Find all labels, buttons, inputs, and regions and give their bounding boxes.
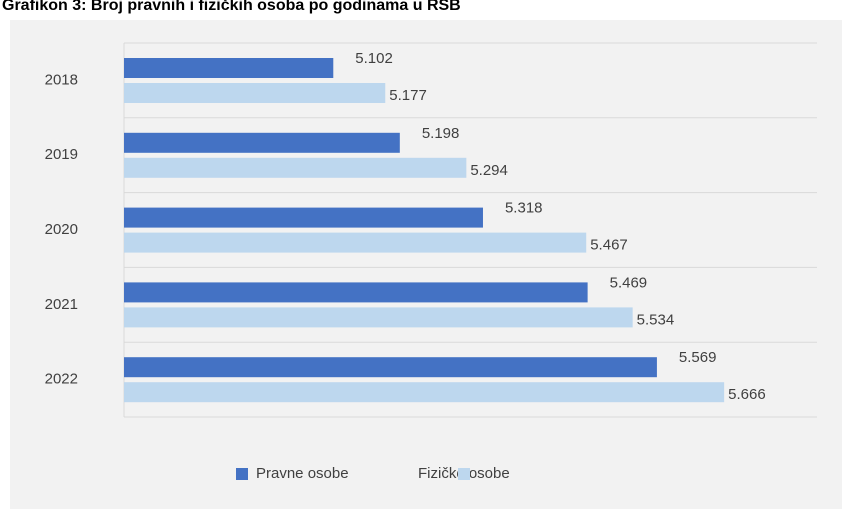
data-label: 5.534 — [637, 311, 675, 328]
data-label: 5.467 — [590, 237, 628, 254]
bar — [124, 382, 725, 403]
y-tick-label: 2022 — [45, 371, 78, 388]
bar — [124, 207, 483, 228]
data-label: 5.666 — [728, 386, 766, 403]
data-label: 5.198 — [422, 125, 460, 142]
bar — [124, 132, 400, 153]
data-label: 5.318 — [505, 200, 543, 217]
data-label: 5.177 — [389, 87, 427, 104]
data-label: 5.469 — [610, 274, 648, 291]
bar — [124, 232, 587, 253]
chart-title: Grafikon 3: Broj pravnih i fizičkih osob… — [2, 0, 461, 14]
y-tick-label: 2019 — [45, 146, 78, 163]
bar — [124, 83, 386, 103]
legend-label: Pravne osobe — [256, 465, 349, 482]
bar — [124, 357, 657, 378]
bar — [124, 307, 633, 328]
y-tick-label: 2018 — [45, 71, 78, 88]
bar — [124, 282, 588, 303]
y-tick-label: 2021 — [45, 296, 78, 313]
legend-swatch — [458, 468, 470, 480]
bar — [124, 58, 334, 78]
data-label: 5.294 — [470, 162, 508, 179]
legend-swatch — [236, 468, 248, 480]
y-tick-label: 2020 — [45, 221, 78, 238]
data-label: 5.569 — [679, 349, 717, 366]
data-label: 5.102 — [355, 50, 393, 67]
bar — [124, 157, 467, 178]
